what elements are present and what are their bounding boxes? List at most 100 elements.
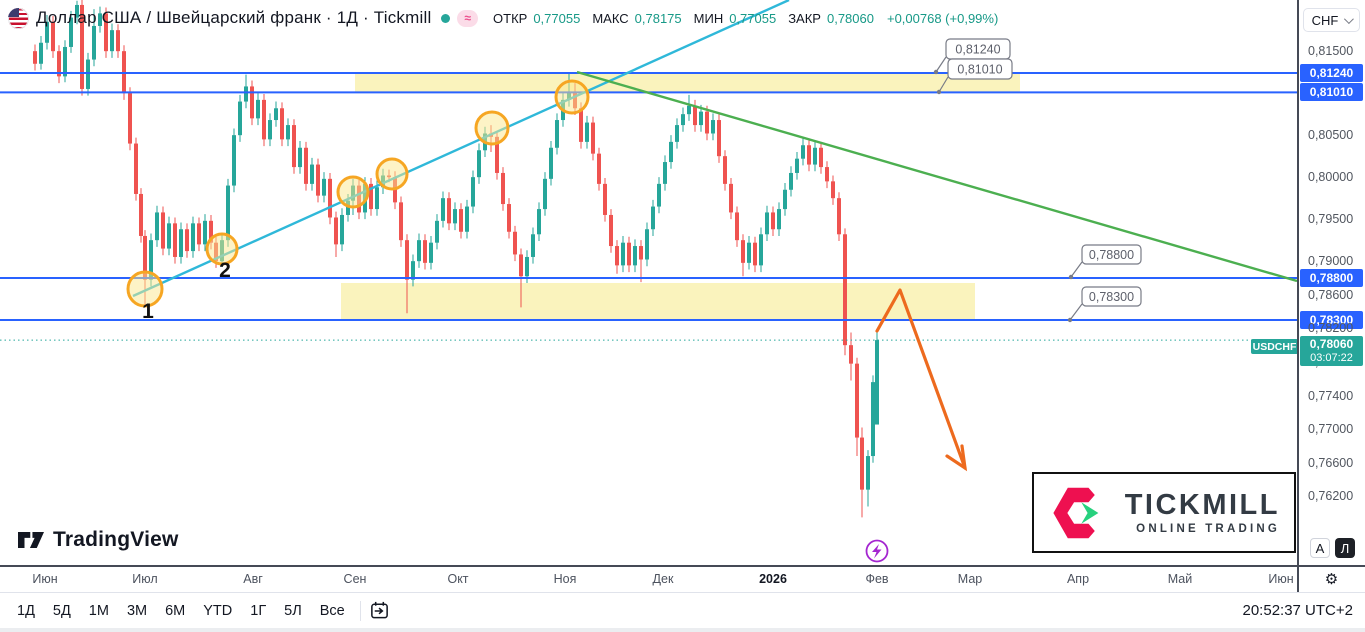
candle-body xyxy=(795,158,799,173)
trendline-touch-circle[interactable] xyxy=(205,232,239,266)
projection-arrowhead xyxy=(945,444,968,472)
price-axis-label: 0,77400 xyxy=(1308,388,1354,403)
high-label: МАКС xyxy=(592,10,629,26)
delayed-data-badge[interactable]: ≈ xyxy=(457,9,479,27)
price-axis-label: 0,78600 xyxy=(1308,287,1354,302)
candle-body xyxy=(831,181,835,199)
candle-body xyxy=(340,214,344,245)
price-axis[interactable]: 0,81500 0,81240 0,81010 0,80500 0,80000 0,795… xyxy=(1298,0,1365,592)
candle-body xyxy=(274,108,278,121)
candle-body xyxy=(801,145,805,159)
time-axis-label: Сен xyxy=(343,572,367,586)
candle-body xyxy=(292,125,296,168)
price-level-badge: 0,78800 xyxy=(1300,268,1363,287)
range-button-ytd[interactable]: YTD xyxy=(203,602,233,619)
price-axis-label: 0,78200 xyxy=(1308,321,1354,336)
candle-body xyxy=(399,202,403,241)
price-callout-box[interactable] xyxy=(947,58,1013,80)
candle-body xyxy=(173,223,177,257)
trendline-touch-circle[interactable] xyxy=(474,110,510,146)
candle-body xyxy=(855,363,859,438)
candle-body xyxy=(334,217,338,245)
candle-body xyxy=(69,17,73,47)
time-axis[interactable]: Июн Июл Авг Сен Окт Ноя Дек 2026 Фев Мар Апр Май Июн xyxy=(0,566,1297,592)
candle-body xyxy=(875,340,879,425)
time-axis-label: 2026 xyxy=(759,572,787,586)
open-label: ОТКР xyxy=(493,10,528,26)
trendline-touch-circle[interactable] xyxy=(554,79,590,115)
trendline-touch-circle[interactable] xyxy=(375,157,409,191)
candle-body xyxy=(705,111,709,134)
range-button-1д[interactable]: 1Д xyxy=(17,602,35,619)
candle-body xyxy=(209,220,213,243)
trendline-touch-circle[interactable] xyxy=(336,175,370,209)
go-to-date-button[interactable] xyxy=(369,600,390,621)
ascending-support-trendline[interactable] xyxy=(132,0,790,298)
range-buttons: 1Д 5Д 1М 3М 6М YTD 1Г 5Л Все xyxy=(10,599,352,623)
time-axis-label: Июл xyxy=(132,572,158,586)
range-button-3м[interactable]: 3М xyxy=(126,602,148,619)
candle-body xyxy=(507,204,511,232)
log-scale-button[interactable]: Л xyxy=(1335,538,1355,558)
candle-body xyxy=(866,456,870,490)
range-button-5л[interactable]: 5Л xyxy=(284,602,302,619)
candle-body xyxy=(765,212,769,235)
candle-body xyxy=(871,382,875,457)
tradingview-logo-icon xyxy=(18,532,44,548)
candle-body xyxy=(197,223,201,245)
auto-scale-button[interactable]: А xyxy=(1310,538,1330,558)
price-callout-box[interactable] xyxy=(1081,286,1142,307)
lightning-icon xyxy=(872,544,882,559)
range-button-все[interactable]: Все xyxy=(319,602,345,619)
candle-body xyxy=(244,86,248,102)
candle-body xyxy=(256,99,260,119)
price-axis-label: 0,77000 xyxy=(1308,422,1354,437)
price-callout-box[interactable] xyxy=(1081,244,1142,265)
candle-body xyxy=(519,254,523,277)
candle-body xyxy=(75,4,79,18)
candle-body xyxy=(777,209,781,230)
candle-body xyxy=(63,46,67,77)
candle-body xyxy=(98,13,102,26)
currency-selector[interactable]: CHF xyxy=(1303,8,1360,32)
candle-body xyxy=(549,147,553,179)
price-axis-label: 0,81500 xyxy=(1308,44,1354,59)
time-axis-label: Апр xyxy=(1066,572,1090,586)
candle-body xyxy=(435,220,439,243)
price-level-badge: 0,81010 xyxy=(1300,83,1363,102)
range-button-1г[interactable]: 1Г xyxy=(250,602,267,619)
time-axis-label: Ноя xyxy=(553,572,577,586)
axis-settings-gear-icon[interactable]: ⚙ xyxy=(1324,571,1339,588)
candle-body xyxy=(693,105,697,126)
projection-arrow[interactable] xyxy=(875,288,967,470)
callout-anchor-dot xyxy=(933,69,939,75)
symbol-title[interactable]: Доллар США / Швейцарский франк · 1Д · Ti… xyxy=(36,8,432,27)
candle-body xyxy=(585,122,589,142)
candle-body xyxy=(771,212,775,230)
time-axis-label: Дек xyxy=(652,572,674,586)
chart-canvas[interactable]: 1 2 0,81240 0,81010 0,78800 0,78300 Доллар СШ… xyxy=(0,0,1297,565)
tradingview-logo[interactable]: TradingView xyxy=(18,528,179,552)
candle-body xyxy=(717,120,721,157)
tradingview-logo-text: TradingView xyxy=(53,528,179,551)
trendline-touch-circle[interactable] xyxy=(126,270,164,308)
candle-body xyxy=(819,147,823,168)
candle-body xyxy=(687,105,691,115)
market-status-dot[interactable] xyxy=(441,13,451,23)
candle-body xyxy=(161,212,165,249)
close-value: 0,78060 xyxy=(826,10,874,26)
candle-body xyxy=(411,261,415,280)
descending-resistance-trendline[interactable] xyxy=(576,70,1297,283)
range-button-5д[interactable]: 5Д xyxy=(52,602,71,619)
time-axis-label: Июн xyxy=(32,572,58,586)
price-chart[interactable]: 1 2 0,81240 0,81010 0,78800 0,78300 xyxy=(0,0,1297,565)
candle-body xyxy=(633,246,637,266)
price-callout-text: 0,78300 xyxy=(1089,290,1134,304)
range-button-6м[interactable]: 6М xyxy=(165,602,186,619)
price-axis-border xyxy=(1297,0,1299,592)
toolbar-separator xyxy=(359,600,361,621)
session-clock[interactable]: 20:52:37 UTC+2 xyxy=(1242,602,1354,619)
tickmill-logo-text: TICKMILL xyxy=(1124,489,1280,521)
range-button-1м[interactable]: 1М xyxy=(88,602,109,619)
